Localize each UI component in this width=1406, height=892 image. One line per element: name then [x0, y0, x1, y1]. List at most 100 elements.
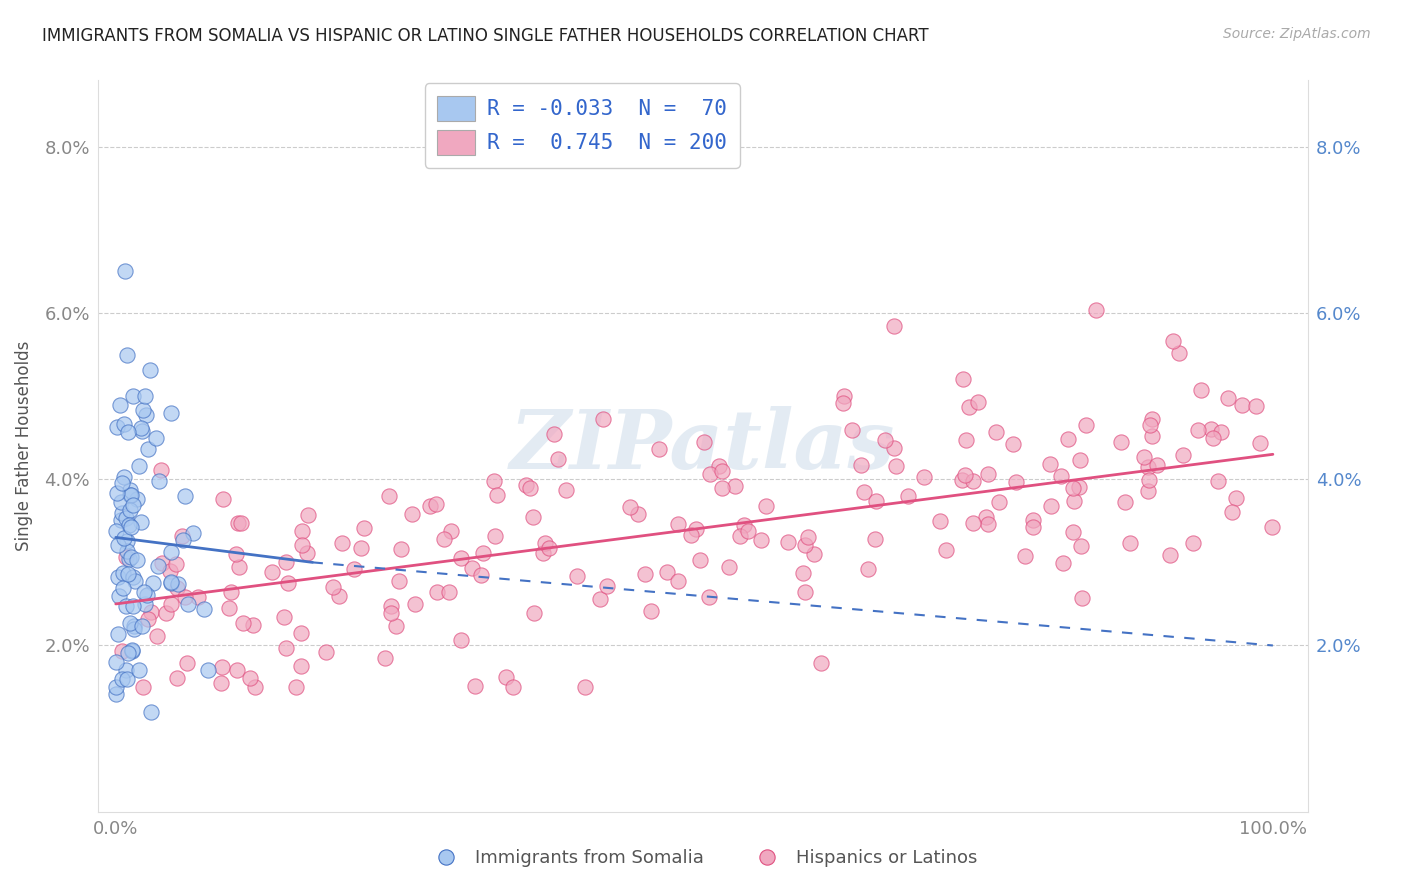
Point — [260, 566, 283, 580]
Point — [105, 486, 128, 500]
Point — [377, 489, 399, 503]
Point — [666, 516, 689, 531]
Point — [129, 515, 152, 529]
Point — [425, 497, 447, 511]
Point — [145, 629, 167, 643]
Point — [242, 618, 264, 632]
Point — [547, 452, 569, 467]
Point — [117, 518, 139, 533]
Point — [707, 458, 730, 473]
Point — [295, 546, 318, 560]
Point — [966, 394, 988, 409]
Point — [1022, 513, 1045, 527]
Point — [374, 650, 396, 665]
Point — [450, 551, 472, 566]
Point — [135, 408, 157, 422]
Point — [104, 680, 127, 694]
Point — [232, 615, 254, 630]
Text: Source: ZipAtlas.com: Source: ZipAtlas.com — [1223, 27, 1371, 41]
Point — [914, 469, 936, 483]
Point — [111, 566, 134, 581]
Point — [134, 584, 156, 599]
Point — [962, 474, 984, 488]
Point — [112, 531, 135, 545]
Point — [1063, 494, 1085, 508]
Point — [117, 646, 139, 660]
Point — [117, 567, 139, 582]
Point — [883, 441, 905, 455]
Point — [470, 567, 492, 582]
Point — [485, 488, 508, 502]
Point — [986, 425, 1008, 440]
Point — [1062, 481, 1084, 495]
Point — [160, 574, 183, 589]
Point — [121, 642, 143, 657]
Point — [139, 705, 162, 719]
Point — [209, 676, 232, 690]
Point — [699, 467, 721, 481]
Point — [115, 533, 138, 548]
Point — [519, 481, 541, 495]
Point — [865, 494, 887, 508]
Point — [755, 499, 778, 513]
Point — [290, 625, 312, 640]
Point — [228, 516, 250, 531]
Point — [245, 680, 267, 694]
Point — [131, 618, 153, 632]
Point — [832, 396, 855, 410]
Legend: R = -0.033  N =  70, R =  0.745  N = 200: R = -0.033 N = 70, R = 0.745 N = 200 — [425, 83, 740, 168]
Point — [122, 570, 145, 584]
Point — [139, 605, 162, 619]
Point — [515, 478, 537, 492]
Point — [353, 521, 375, 535]
Point — [219, 585, 242, 599]
Point — [1230, 398, 1253, 412]
Point — [122, 498, 145, 512]
Point — [136, 442, 159, 457]
Point — [1261, 520, 1284, 534]
Point — [1071, 591, 1094, 606]
Point — [425, 585, 447, 599]
Point — [640, 604, 662, 618]
Point — [974, 510, 997, 524]
Point — [977, 467, 1000, 482]
Point — [522, 509, 544, 524]
Point — [1022, 520, 1045, 534]
Point — [226, 664, 249, 678]
Point — [117, 347, 139, 362]
Point — [555, 483, 578, 497]
Point — [315, 645, 337, 659]
Point — [183, 526, 205, 541]
Point — [105, 419, 128, 434]
Point — [718, 560, 741, 574]
Point — [484, 475, 506, 489]
Point — [657, 565, 679, 579]
Point — [728, 529, 751, 543]
Point — [115, 549, 138, 564]
Point — [1062, 524, 1084, 539]
Point — [1133, 450, 1156, 464]
Point — [177, 597, 200, 611]
Point — [118, 503, 141, 517]
Point — [1146, 458, 1168, 472]
Point — [110, 398, 132, 412]
Point — [1119, 536, 1142, 550]
Point — [291, 524, 314, 539]
Point — [679, 528, 702, 542]
Point — [111, 507, 134, 521]
Point — [523, 606, 546, 620]
Point — [1159, 549, 1181, 563]
Y-axis label: Single Father Households: Single Father Households — [15, 341, 34, 551]
Point — [543, 427, 565, 442]
Point — [955, 433, 977, 447]
Point — [134, 597, 156, 611]
Point — [111, 476, 134, 491]
Point — [495, 670, 517, 684]
Point — [118, 551, 141, 566]
Point — [404, 597, 426, 611]
Point — [160, 576, 183, 591]
Point — [1076, 417, 1098, 432]
Point — [1052, 557, 1074, 571]
Point — [461, 561, 484, 575]
Point — [172, 533, 194, 547]
